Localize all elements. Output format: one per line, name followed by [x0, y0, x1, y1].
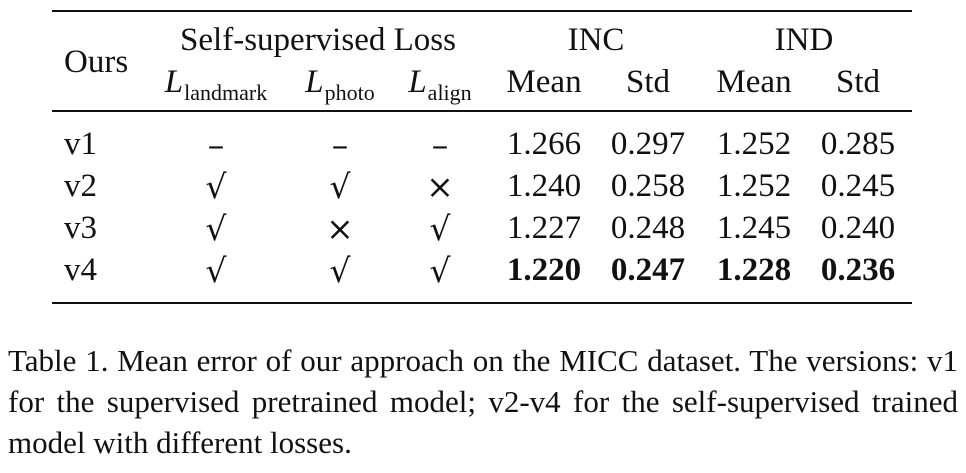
header-l-landmark: Llandmark: [164, 64, 267, 104]
row-v2-align: ×: [426, 167, 454, 206]
header-inc-std: Std: [625, 64, 671, 100]
row-v1-photo: –: [331, 125, 349, 164]
loss-symbol: L: [164, 64, 184, 100]
header-inc-mean: Mean: [506, 64, 582, 100]
row-v1-align: –: [431, 125, 449, 164]
row-v3-ind-mean: 1.245: [716, 210, 792, 246]
header-l-photo: Lphoto: [305, 64, 374, 104]
row-v3-align: √: [429, 209, 451, 248]
row-v3-landmark: √: [205, 209, 227, 248]
row-v4-photo: √: [329, 251, 351, 290]
row-v4-version: v4: [64, 252, 97, 288]
row-v2-ind-mean: 1.252: [716, 168, 792, 204]
row-v2-landmark: √: [205, 167, 227, 206]
row-v1-inc-mean: 1.266: [506, 126, 582, 162]
row-v1-landmark: –: [207, 125, 225, 164]
row-v4-ind-mean: 1.228: [716, 252, 792, 288]
row-v3-ind-std: 0.240: [820, 210, 896, 246]
row-v3-version: v3: [64, 210, 97, 246]
table-header-rule: [52, 110, 912, 112]
table-top-rule: [52, 10, 912, 12]
header-ours: Ours: [64, 44, 129, 80]
row-v2-ind-std: 0.245: [820, 168, 896, 204]
table-bottom-rule: [52, 302, 912, 304]
row-v1-ind-mean: 1.252: [716, 126, 792, 162]
row-v2-version: v2: [64, 168, 97, 204]
row-v4-inc-mean: 1.220: [506, 252, 582, 288]
row-v2-photo: √: [329, 167, 351, 206]
loss-symbol: L: [408, 64, 427, 100]
loss-subscript: align: [427, 80, 472, 105]
header-inc: INC: [567, 22, 625, 58]
row-v4-align: √: [429, 251, 451, 290]
header-l-align: Lalign: [408, 64, 471, 104]
header-ind-std: Std: [835, 64, 881, 100]
row-v2-inc-mean: 1.240: [506, 168, 582, 204]
row-v2-inc-std: 0.258: [610, 168, 686, 204]
row-v1-version: v1: [64, 126, 97, 162]
row-v4-inc-std: 0.247: [610, 252, 686, 288]
row-v4-ind-std: 0.236: [820, 252, 896, 288]
row-v1-ind-std: 0.285: [820, 126, 896, 162]
row-v3-inc-mean: 1.227: [506, 210, 582, 246]
loss-subscript: photo: [324, 80, 375, 105]
loss-symbol: L: [305, 64, 324, 100]
row-v3-inc-std: 0.248: [610, 210, 686, 246]
row-v3-photo: ×: [326, 209, 354, 248]
header-ind: IND: [774, 22, 834, 58]
table-caption: Table 1. Mean error of our approach on t…: [8, 343, 958, 460]
loss-subscript: landmark: [184, 80, 268, 105]
header-self-supervised-loss: Self-supervised Loss: [180, 22, 456, 58]
header-ind-mean: Mean: [716, 64, 792, 100]
row-v1-inc-std: 0.297: [610, 126, 686, 162]
row-v4-landmark: √: [205, 251, 227, 290]
